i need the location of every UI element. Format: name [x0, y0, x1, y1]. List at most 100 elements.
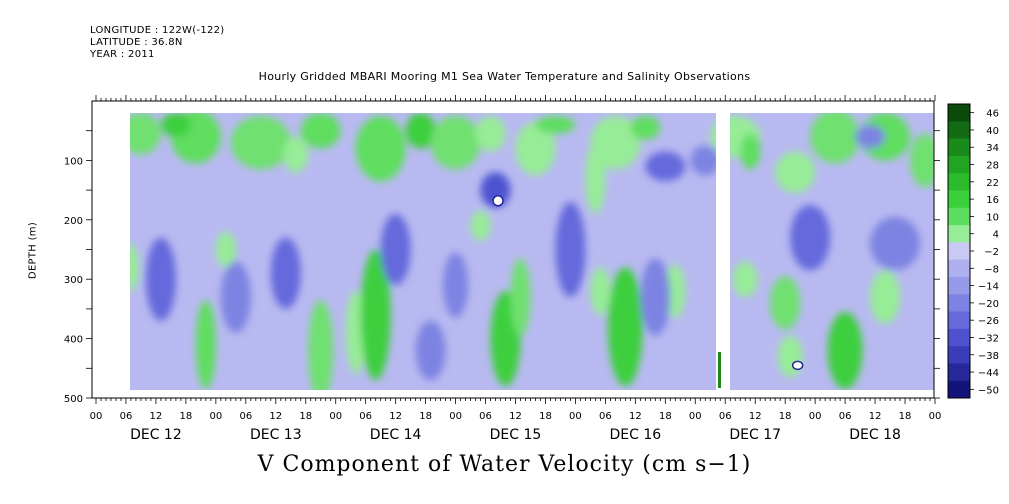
- missing-data-spot: [791, 360, 804, 371]
- gap-fragment: [718, 352, 721, 388]
- colorbar-swatch: [948, 190, 970, 209]
- field-blob: [270, 237, 301, 309]
- colorbar-label: −2: [984, 247, 999, 258]
- x-hour-tick-label: 00: [569, 411, 582, 422]
- field-blob: [230, 115, 291, 170]
- colorbar-label: −50: [978, 385, 999, 396]
- field-blob: [430, 115, 481, 170]
- field-blob: [630, 115, 661, 140]
- year-label: YEAR : 2011: [90, 49, 155, 60]
- field-blob: [160, 113, 191, 137]
- x-hour-tick-label: 06: [359, 411, 372, 422]
- x-hour-tick-label: 06: [120, 411, 133, 422]
- y-tick-label: 400: [64, 335, 83, 346]
- colorbar-swatch: [948, 328, 970, 347]
- colorbar-label: −14: [978, 282, 999, 293]
- x-hour-tick-label: 18: [539, 411, 552, 422]
- colorbar-swatch: [948, 207, 970, 226]
- x-hour-tick-label: 00: [209, 411, 222, 422]
- field-blob: [910, 133, 934, 188]
- x-hour-tick-label: 12: [629, 411, 642, 422]
- colorbar-swatch: [948, 276, 970, 295]
- field-blob: [515, 121, 556, 176]
- x-day-label: DEC 18: [849, 427, 901, 443]
- x-hour-tick-label: 00: [689, 411, 702, 422]
- field-blob: [510, 258, 531, 336]
- colorbar-label: 40: [986, 126, 999, 137]
- field-blob: [470, 210, 491, 241]
- field-blob: [220, 261, 251, 333]
- x-hour-tick-label: 12: [389, 411, 402, 422]
- latitude-label: LATITUDE : 36.8N: [90, 37, 183, 48]
- chart-title: Hourly Gridded MBARI Mooring M1 Sea Wate…: [258, 70, 751, 83]
- field-blob: [475, 115, 506, 152]
- missing-data-spot: [492, 195, 504, 207]
- y-tick-label: 300: [64, 275, 83, 286]
- colorbar-swatch: [948, 155, 970, 174]
- field-blob: [732, 261, 758, 298]
- field-blob: [380, 213, 411, 286]
- colorbar-swatch: [948, 363, 970, 382]
- x-hour-tick-label: 06: [839, 411, 852, 422]
- field-blob: [607, 267, 643, 387]
- colorbar-label: −26: [978, 316, 999, 327]
- field-blob: [130, 113, 161, 155]
- colorbar-label: 34: [986, 143, 999, 154]
- field-blob: [535, 115, 576, 134]
- y-tick-label: 100: [64, 156, 83, 167]
- colorbar-label: 16: [986, 195, 999, 206]
- colorbar-swatch: [948, 294, 970, 313]
- colorbar-swatch: [948, 346, 970, 364]
- x-hour-tick-label: 00: [809, 411, 822, 422]
- colorbar-swatch: [948, 138, 970, 157]
- y-tick-label: 200: [64, 216, 83, 227]
- x-hour-tick-label: 12: [509, 411, 522, 422]
- colorbar-swatch: [948, 259, 970, 278]
- x-hour-tick-label: 18: [419, 411, 432, 422]
- x-day-label: DEC 17: [729, 427, 781, 443]
- x-hour-tick-label: 12: [269, 411, 282, 422]
- x-hour-tick-label: 06: [599, 411, 612, 422]
- field-blob: [855, 124, 886, 149]
- field-blob: [770, 276, 801, 330]
- colorbar-swatch: [948, 311, 970, 330]
- x-hour-tick-label: 18: [180, 411, 193, 422]
- colorbar-swatch: [948, 121, 970, 140]
- x-hour-tick-label: 18: [899, 411, 912, 422]
- field-blob: [345, 291, 366, 375]
- longitude-label: LONGITUDE : 122W(-122): [90, 25, 225, 36]
- field-blob: [590, 267, 611, 315]
- x-hour-tick-label: 18: [299, 411, 312, 422]
- field-blob: [777, 335, 803, 378]
- x-hour-tick-label: 12: [869, 411, 882, 422]
- y-tick-label: 500: [64, 394, 83, 405]
- colorbar-swatch: [948, 225, 970, 243]
- x-hour-tick-label: 00: [929, 411, 942, 422]
- field-blob: [443, 252, 469, 318]
- field-blob: [827, 311, 863, 390]
- field-blob: [555, 201, 586, 298]
- field-blob: [355, 115, 406, 182]
- x-day-label: DEC 13: [250, 427, 302, 443]
- field-blob: [790, 204, 831, 271]
- field-blob: [870, 270, 901, 324]
- field-blob: [360, 249, 391, 381]
- field-blob: [740, 133, 761, 170]
- field-blob: [690, 145, 721, 176]
- field-blob: [665, 264, 686, 318]
- x-day-label: DEC 12: [130, 427, 182, 443]
- colorbar-label: 4: [993, 230, 999, 241]
- colorbar-label: 46: [986, 109, 999, 120]
- x-day-label: DEC 15: [490, 427, 542, 443]
- field-blob: [195, 299, 216, 390]
- colorbar-label: 22: [986, 178, 999, 189]
- field-blob: [775, 151, 816, 194]
- x-hour-tick-label: 12: [150, 411, 163, 422]
- x-hour-tick-label: 12: [749, 411, 762, 422]
- colorbar-swatch: [948, 242, 970, 261]
- x-hour-tick-label: 06: [239, 411, 252, 422]
- field-blob: [300, 113, 341, 149]
- field-blob: [585, 142, 606, 214]
- field-blob: [405, 113, 436, 149]
